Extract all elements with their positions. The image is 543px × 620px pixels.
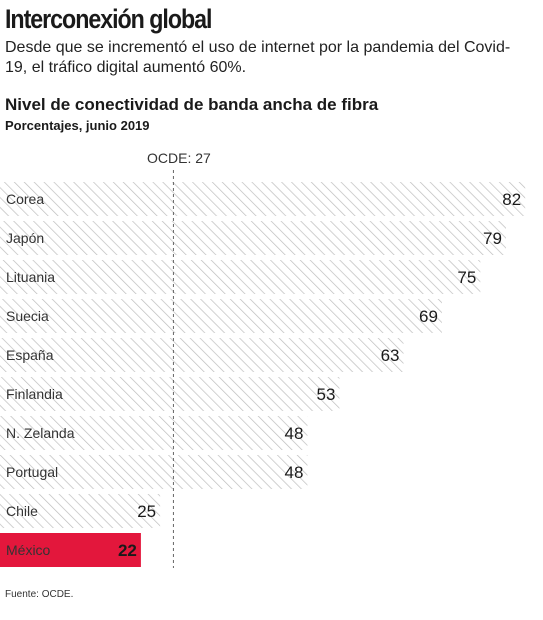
headline: Interconexión global (5, 4, 212, 34)
bar-m-xico (0, 533, 141, 567)
bar-corea (0, 182, 526, 216)
value-label: 79 (483, 229, 502, 248)
category-label: Chile (6, 503, 38, 519)
bar-finlandia (0, 377, 340, 411)
category-label: Finlandia (6, 386, 63, 402)
bar-lituania (0, 260, 481, 294)
category-label: España (6, 347, 54, 363)
deck-text: Desde que se incrementó el uso de intern… (5, 39, 511, 76)
value-label: 69 (419, 307, 438, 326)
chart-title: Nivel de conectividad de banda ancha de … (5, 95, 379, 114)
category-label: Japón (6, 230, 44, 246)
value-label: 63 (381, 346, 400, 365)
category-label: Suecia (6, 308, 49, 324)
category-label: Lituania (6, 269, 55, 285)
category-label: Corea (6, 191, 44, 207)
bar-suecia (0, 299, 442, 333)
value-label: 75 (457, 268, 476, 287)
bar-chile (0, 494, 161, 528)
chart-subtitle: Porcentajes, junio 2019 (5, 118, 150, 133)
category-label: México (6, 542, 51, 558)
bar-portugal (0, 455, 308, 489)
category-label: Portugal (6, 464, 58, 480)
bar-n-zelanda (0, 416, 308, 450)
bars-group: Corea 82 Japón 79 Lituania 75 Suecia 69 España 63… (0, 182, 526, 567)
bar-espa-a (0, 338, 404, 372)
value-label: 48 (285, 463, 304, 482)
source-note: Fuente: OCDE. (5, 589, 74, 600)
value-label: 48 (285, 424, 304, 443)
value-label: 82 (502, 190, 521, 209)
ocde-reference-label: OCDE: 27 (147, 150, 211, 166)
value-label: 53 (317, 385, 336, 404)
value-label: 22 (118, 541, 137, 560)
value-label: 25 (137, 502, 156, 521)
bar-jap-n (0, 221, 506, 255)
category-label: N. Zelanda (6, 425, 75, 441)
